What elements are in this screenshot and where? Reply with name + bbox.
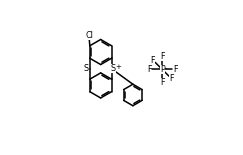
Text: F: F xyxy=(160,78,164,87)
Text: F: F xyxy=(151,55,155,64)
Text: F: F xyxy=(160,52,164,61)
Text: S: S xyxy=(110,64,115,73)
Text: F: F xyxy=(147,65,151,74)
Text: -: - xyxy=(164,65,167,71)
Text: F: F xyxy=(169,74,174,83)
Text: P: P xyxy=(160,65,165,74)
Text: Cl: Cl xyxy=(85,31,93,40)
Text: S: S xyxy=(83,64,88,73)
Text: +: + xyxy=(115,64,121,70)
Text: F: F xyxy=(173,65,177,74)
